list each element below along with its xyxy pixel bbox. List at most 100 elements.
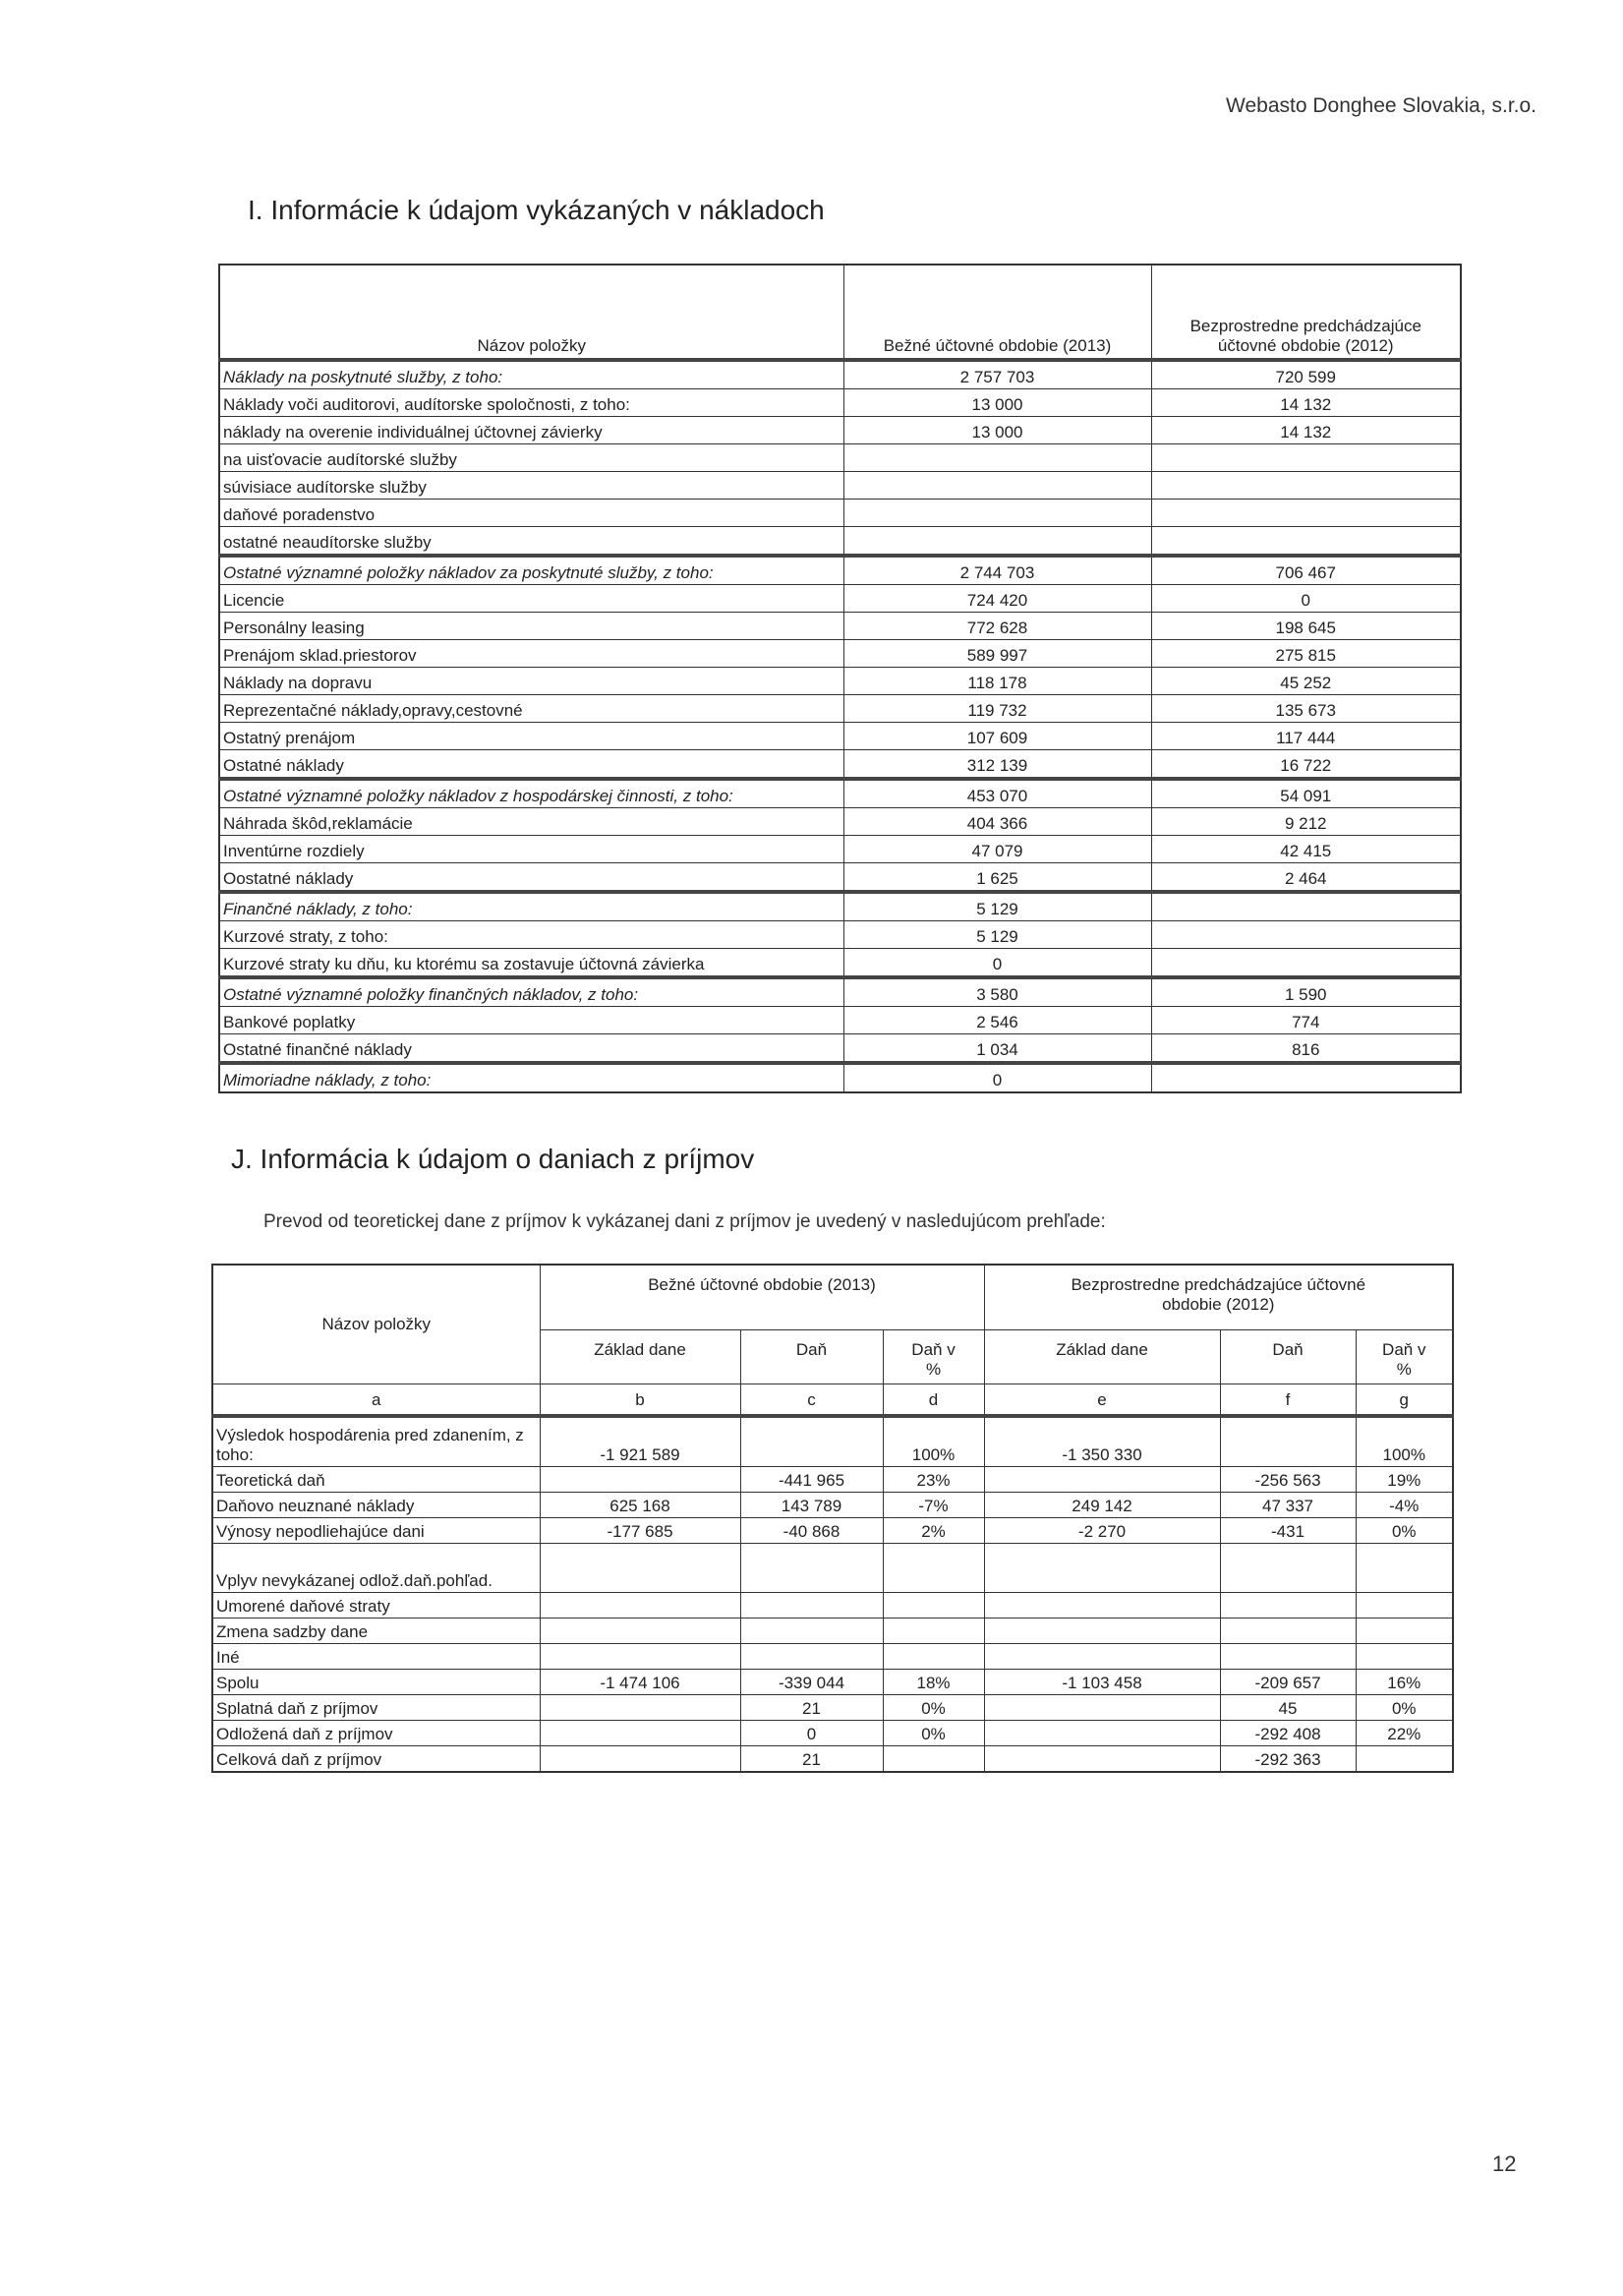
value-current-period <box>842 499 1152 527</box>
value-tax-base-previous <box>983 1694 1221 1721</box>
value-tax-base-previous <box>983 1543 1221 1593</box>
value-tax-current <box>739 1618 884 1644</box>
value-previous-period <box>1150 499 1462 527</box>
value-current-period: 107 609 <box>842 722 1152 750</box>
value-previous-period: 9 212 <box>1150 807 1462 836</box>
table-row: Vplyv nevykázanej odlož.daň.pohľad. <box>211 1543 1454 1593</box>
group-header-previous-period: Bezprostredne predchádzajúce účtovné obd… <box>983 1264 1454 1330</box>
table-row: na uisťovacie audítorské služby <box>218 443 1462 472</box>
value-tax-pct-current: 23% <box>882 1466 985 1493</box>
value-tax-base-current: -1 474 106 <box>539 1669 741 1695</box>
column-letter: f <box>1219 1383 1357 1418</box>
value-tax-pct-previous: -4% <box>1355 1492 1454 1518</box>
value-tax-previous: -292 363 <box>1219 1745 1357 1773</box>
value-previous-period: 1 590 <box>1150 975 1462 1007</box>
table-row: Bankové poplatky 2 546 774 <box>218 1006 1462 1034</box>
value-tax-pct-previous: 0% <box>1355 1694 1454 1721</box>
value-current-period: 118 178 <box>842 667 1152 695</box>
value-tax-base-current <box>539 1543 741 1593</box>
value-tax-previous <box>1219 1543 1357 1593</box>
row-label: Iné <box>211 1643 541 1670</box>
row-label: Teoretická daň <box>211 1466 541 1493</box>
value-tax-base-previous <box>983 1745 1221 1773</box>
table-row: Kurzové straty ku dňu, ku ktorému sa zos… <box>218 948 1462 978</box>
value-tax-base-previous: -2 270 <box>983 1517 1221 1544</box>
value-current-period: 3 580 <box>842 975 1152 1007</box>
value-tax-base-current <box>539 1720 741 1746</box>
value-tax-pct-previous <box>1355 1745 1454 1773</box>
row-label: Vplyv nevykázanej odlož.daň.pohľad. <box>211 1543 541 1593</box>
table-row: Náklady voči auditorovi, audítorske spol… <box>218 388 1462 417</box>
table-row: Ostatné významné položky nákladov za pos… <box>218 554 1462 585</box>
value-tax-previous: -209 657 <box>1219 1669 1357 1695</box>
value-tax-current: 21 <box>739 1694 884 1721</box>
value-tax-base-current <box>539 1694 741 1721</box>
value-current-period: 47 079 <box>842 835 1152 863</box>
value-current-period: 312 139 <box>842 749 1152 780</box>
value-tax-pct-current: 2% <box>882 1517 985 1544</box>
value-current-period: 772 628 <box>842 612 1152 640</box>
value-current-period: 2 744 703 <box>842 554 1152 585</box>
group-header-current-period: Bežné účtovné obdobie (2013) <box>539 1264 985 1330</box>
value-tax-base-current <box>539 1618 741 1644</box>
row-label: Prenájom sklad.priestorov <box>218 639 844 668</box>
value-tax-pct-previous <box>1355 1618 1454 1644</box>
row-label: Reprezentačné náklady,opravy,cestovné <box>218 694 844 723</box>
table-row: Celková daň z príjmov 21 -292 363 <box>211 1745 1454 1773</box>
row-label: Ostatné významné položky nákladov za pos… <box>218 554 844 585</box>
table-row: ostatné neaudítorske služby <box>218 526 1462 557</box>
value-current-period: 1 625 <box>842 862 1152 893</box>
section-i-title: I. Informácie k údajom vykázaných v nákl… <box>248 195 825 225</box>
subcol-tax-current: Daň <box>739 1329 884 1384</box>
value-tax-pct-previous: 0% <box>1355 1517 1454 1544</box>
value-tax-previous <box>1219 1415 1357 1467</box>
value-previous-period: 42 415 <box>1150 835 1462 863</box>
table-row: Iné <box>211 1643 1454 1670</box>
table-row: Kurzové straty, z toho: 5 129 <box>218 920 1462 949</box>
table-row: Výnosy nepodliehajúce dani -177 685 -40 86… <box>211 1517 1454 1544</box>
value-tax-pct-current <box>882 1543 985 1593</box>
value-tax-base-current <box>539 1592 741 1619</box>
row-label: Náhrada škôd,reklamácie <box>218 807 844 836</box>
row-label: Finančné náklady, z toho: <box>218 890 844 921</box>
value-previous-period: 14 132 <box>1150 416 1462 444</box>
value-tax-pct-current <box>882 1745 985 1773</box>
value-tax-previous: -431 <box>1219 1517 1357 1544</box>
row-label: ostatné neaudítorske služby <box>218 526 844 557</box>
table-row: súvisiace audítorske služby <box>218 471 1462 500</box>
table-row: Ostatné významné položky nákladov z hosp… <box>218 777 1462 808</box>
value-current-period: 589 997 <box>842 639 1152 668</box>
value-previous-period: 198 645 <box>1150 612 1462 640</box>
value-tax-pct-current <box>882 1643 985 1670</box>
table-row: náklady na overenie individuálnej účtovn… <box>218 416 1462 444</box>
value-previous-period: 45 252 <box>1150 667 1462 695</box>
column-letter: c <box>739 1383 884 1418</box>
section-j-title: J. Informácia k údajom o daniach z príjm… <box>231 1144 755 1174</box>
value-tax-base-current <box>539 1643 741 1670</box>
page-number: 12 <box>1492 2151 1517 2176</box>
table-row: Umorené daňové straty <box>211 1592 1454 1619</box>
value-tax-base-current: -177 685 <box>539 1517 741 1544</box>
value-tax-base-previous <box>983 1643 1221 1670</box>
column-letter: e <box>983 1383 1221 1418</box>
row-label: Celková daň z príjmov <box>211 1745 541 1773</box>
value-current-period: 13 000 <box>842 388 1152 417</box>
subcol-tax-base-current: Základ dane <box>539 1329 741 1384</box>
table-row: Prenájom sklad.priestorov 589 997 275 815 <box>218 639 1462 668</box>
table-row: Splatná daň z príjmov 21 0% 45 0% <box>211 1694 1454 1721</box>
table-row: Ostatné náklady 312 139 16 722 <box>218 749 1462 780</box>
table-row: Zmena sadzby dane <box>211 1618 1454 1644</box>
value-tax-base-previous <box>983 1466 1221 1493</box>
table-row: Ostatné významné položky finančných nákl… <box>218 975 1462 1007</box>
value-current-period: 724 420 <box>842 584 1152 613</box>
value-tax-base-previous: -1 350 330 <box>983 1415 1221 1467</box>
value-previous-period <box>1150 948 1462 978</box>
value-current-period: 119 732 <box>842 694 1152 723</box>
value-tax-pct-current: 18% <box>882 1669 985 1695</box>
value-previous-period <box>1150 1061 1462 1093</box>
table-row: Daňovo neuznané náklady 625 168 143 789 -7%… <box>211 1492 1454 1518</box>
value-previous-period: 2 464 <box>1150 862 1462 893</box>
value-tax-current: 21 <box>739 1745 884 1773</box>
table-row: Náhrada škôd,reklamácie 404 366 9 212 <box>218 807 1462 836</box>
value-tax-base-current: 625 168 <box>539 1492 741 1518</box>
